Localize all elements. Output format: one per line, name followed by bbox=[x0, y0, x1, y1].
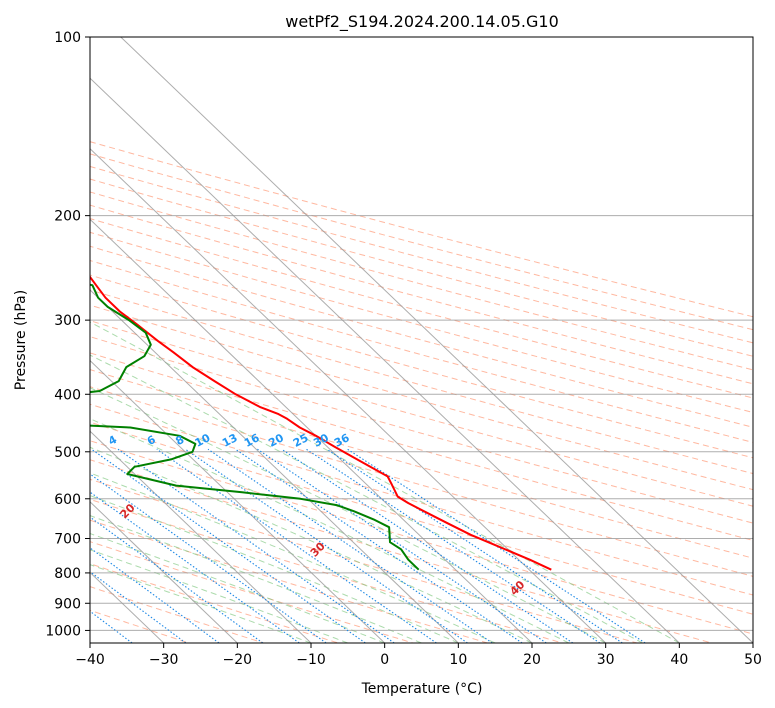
dry-adiabat-line bbox=[90, 421, 753, 615]
y-tick-label: 800 bbox=[54, 566, 81, 582]
x-tick-label: 0 bbox=[380, 652, 389, 668]
x-tick-label: 20 bbox=[523, 652, 541, 668]
x-tick-label: −10 bbox=[296, 652, 326, 668]
isotherm-line bbox=[90, 77, 680, 643]
moist-adiabat-line bbox=[90, 515, 422, 643]
y-tick-label: 500 bbox=[54, 445, 81, 461]
isotherm-line bbox=[90, 359, 386, 643]
x-tick-label: 10 bbox=[449, 652, 467, 668]
y-tick-label: 400 bbox=[54, 387, 81, 403]
mixing-ratio-line bbox=[326, 448, 623, 643]
dry-adiabat-line bbox=[90, 231, 753, 413]
x-axis-label: Temperature (°C) bbox=[361, 681, 483, 697]
moist-adiabat-line bbox=[90, 472, 496, 643]
y-tick-label: 200 bbox=[54, 209, 81, 225]
mixing-ratio-line bbox=[90, 516, 264, 643]
y-axis-label: Pressure (hPa) bbox=[13, 290, 29, 390]
plot-frame bbox=[89, 36, 754, 644]
dry-adiabat-line bbox=[90, 320, 753, 507]
moist-adiabat-line bbox=[90, 354, 643, 643]
y-tick-label: 600 bbox=[54, 492, 81, 508]
dry-adiabat-line bbox=[90, 141, 753, 318]
y-tick-label: 300 bbox=[54, 313, 81, 329]
dry-adiabat-line bbox=[90, 498, 563, 643]
dewpoint-profile-line bbox=[90, 283, 420, 571]
chart-title: wetPf2_S194.2024.200.14.05.G10 bbox=[285, 12, 559, 32]
dry-adiabat-line bbox=[90, 204, 753, 385]
y-tick-label: 700 bbox=[54, 532, 81, 548]
x-tick-label: −20 bbox=[223, 652, 253, 668]
y-tick-label: 1000 bbox=[45, 623, 81, 639]
isotherm-line bbox=[90, 148, 607, 643]
mixing-ratio-label: 20 bbox=[266, 431, 286, 450]
dry-adiabat-line bbox=[90, 191, 753, 371]
temperature-profile-line bbox=[90, 275, 552, 571]
mixing-ratio-line bbox=[90, 491, 300, 643]
mixing-ratio-line bbox=[281, 448, 574, 643]
mixing-ratio-line bbox=[305, 448, 601, 643]
plot-series bbox=[90, 275, 552, 571]
mixing-ratio-label: 36 bbox=[332, 431, 352, 450]
isotherm-line bbox=[90, 218, 533, 643]
x-tick-label: −40 bbox=[75, 652, 105, 668]
dry-adiabat-line bbox=[90, 478, 638, 643]
plot-grid bbox=[90, 37, 753, 643]
mixing-ratio-line bbox=[156, 448, 437, 643]
mixing-ratio-label: 13 bbox=[220, 431, 240, 450]
dry-adiabat-line bbox=[90, 369, 753, 559]
moist-adiabat-line bbox=[90, 387, 606, 643]
isotherm-line bbox=[90, 430, 312, 643]
mixing-ratio-label: 16 bbox=[242, 431, 262, 450]
x-tick-label: −30 bbox=[149, 652, 179, 668]
moist-adiabat-line bbox=[90, 549, 348, 643]
dry-adiabat-line bbox=[90, 352, 753, 541]
dry-adiabat-line bbox=[90, 218, 753, 399]
moist-adiabat-line bbox=[90, 321, 680, 643]
x-tick-label: 50 bbox=[744, 652, 762, 668]
dry-adiabat-line bbox=[90, 403, 753, 596]
mixing-ratio-line bbox=[207, 448, 493, 643]
isotherm-line bbox=[90, 501, 238, 643]
dry-adiabat-line bbox=[90, 459, 712, 643]
y-tick-label: 900 bbox=[54, 596, 81, 612]
x-tick-label: 30 bbox=[597, 652, 615, 668]
mixing-ratio-line bbox=[185, 448, 468, 643]
isotherm-line bbox=[120, 37, 753, 643]
mixing-ratio-label: 25 bbox=[291, 431, 311, 450]
mixing-ratio-line bbox=[90, 473, 327, 643]
mixing-ratio-label: 30 bbox=[311, 431, 331, 450]
isotherm-line bbox=[90, 289, 459, 643]
plot-axes: −40 −30 −20 −10 0 10 20 30 40 50 100 200 300 400 500 60… bbox=[45, 30, 762, 668]
mixing-ratio-line bbox=[235, 448, 523, 643]
x-tick-label: 40 bbox=[670, 652, 688, 668]
y-tick-label: 100 bbox=[54, 30, 81, 46]
dry-adiabat-line bbox=[90, 440, 753, 635]
moist-adiabat-line bbox=[90, 418, 570, 643]
mixing-ratio-label: 10 bbox=[193, 431, 213, 450]
mixing-ratio-line bbox=[117, 448, 395, 643]
